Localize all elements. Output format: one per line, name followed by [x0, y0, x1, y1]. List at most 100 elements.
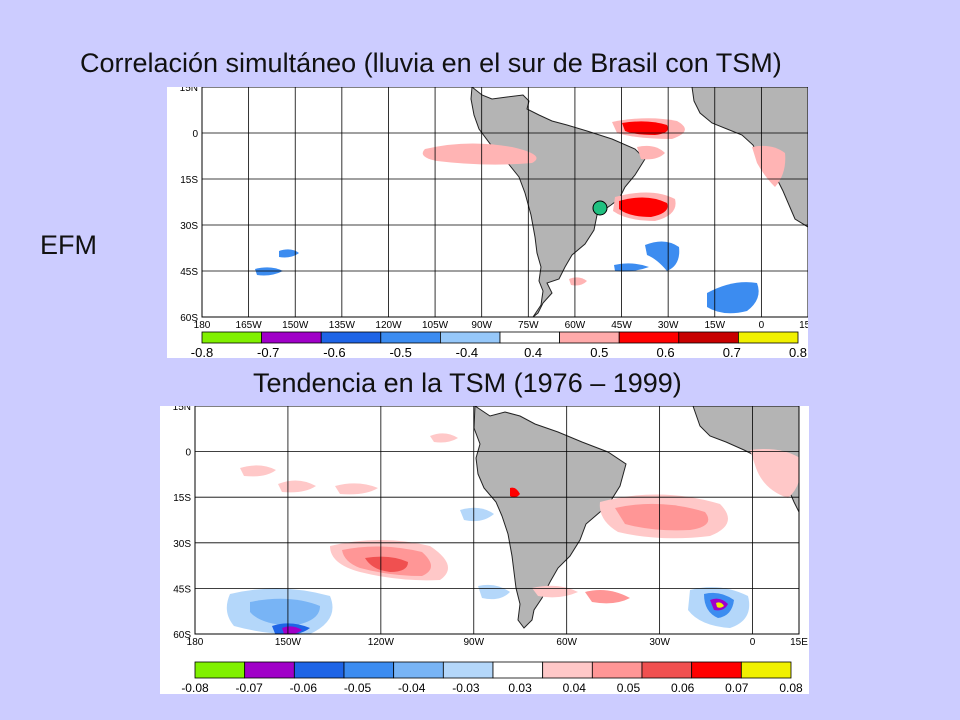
latitude-label: 15S [180, 175, 198, 186]
positive-correlation-patch [569, 277, 587, 286]
warming-trend-patch [335, 483, 378, 495]
colorbar-swatch [244, 661, 295, 679]
colorbar-swatch [591, 661, 643, 679]
warming-trend-patch [750, 449, 799, 498]
negative-correlation-patch [707, 282, 759, 314]
longitude-label: 120W [375, 320, 402, 331]
longitude-labels: 180 150W 120W 90W 60W 30W 0 15E [187, 637, 809, 648]
colorbar-tick-label: -0.6 [323, 345, 345, 358]
colorbar-swatch [542, 661, 593, 679]
longitude-label: 150W [282, 320, 309, 331]
negative-correlation-patch [279, 249, 299, 258]
longitude-label: 30W [649, 637, 670, 648]
colorbar-tick-label: -0.03 [452, 681, 480, 694]
latitude-label: 60S [180, 313, 198, 324]
longitude-label: 0 [759, 320, 765, 331]
longitude-label: 15W [704, 320, 725, 331]
warming-trend-patch [510, 487, 520, 498]
latitude-labels: 15N 0 15S 30S 45S 60S [173, 406, 192, 641]
colorbar-swatch [559, 331, 620, 344]
map-frame [201, 87, 808, 318]
colorbar-tick-label: -0.06 [290, 681, 318, 694]
cooling-trend-patch [478, 584, 510, 600]
colorbar-swatch [678, 331, 739, 344]
latitude-label: 45S [173, 584, 191, 595]
colorbar-tick-label: -0.04 [398, 681, 426, 694]
longitude-label: 165W [236, 320, 263, 331]
colorbar-tick-label: 0.4 [524, 345, 542, 358]
colorbar-swatch [293, 661, 345, 679]
colorbar-swatch [618, 331, 680, 344]
colorbar-tick-label: 0.03 [508, 681, 532, 694]
cooling-trend-patch [716, 602, 724, 608]
negative-correlation-patch [645, 241, 680, 271]
colorbar-swatch [320, 331, 382, 344]
colorbar-swatch [442, 661, 494, 679]
colorbar-tick-label: -0.07 [236, 681, 264, 694]
warming-trend-patch [532, 585, 578, 598]
colorbar-tick-label: 0.04 [563, 681, 587, 694]
warming-trend-patch [615, 503, 709, 531]
positive-correlation-patch [422, 143, 537, 165]
latitude-label: 15N [173, 406, 191, 413]
trend-colorbar [194, 661, 792, 679]
colorbar-swatch [740, 661, 792, 679]
colorbar-swatch [738, 331, 799, 344]
latitude-label: 30S [180, 221, 198, 232]
warming-trend-patch [278, 480, 316, 493]
longitude-label: 105W [422, 320, 449, 331]
longitude-label: 75W [518, 320, 539, 331]
longitude-label: 15E [790, 637, 808, 648]
positive-correlation-patch [752, 145, 786, 187]
colorbar-tick-label: 0.08 [779, 681, 803, 694]
colorbar-swatch [499, 331, 560, 344]
map-grid [195, 406, 799, 634]
colorbar-swatch [201, 331, 262, 344]
colorbar-swatch [492, 661, 544, 679]
longitude-label: 60W [556, 637, 577, 648]
colorbar-tick-label: -0.5 [389, 345, 411, 358]
south-america-landmass [470, 87, 646, 317]
latitude-label: 15N [180, 87, 198, 94]
map-grid [202, 87, 808, 317]
colorbar-swatch [691, 661, 742, 679]
correlation-map-panel: 15N 0 15S 30S 45S 60S 180 165W 150W 135W 120W 105W… [167, 87, 808, 358]
colorbar-swatch [194, 661, 246, 679]
colorbar-tick-label: 0.05 [617, 681, 641, 694]
negative-correlation-patch [614, 263, 649, 272]
latitude-label: 45S [180, 267, 198, 278]
latitude-label: 30S [173, 539, 191, 550]
colorbar-swatch [439, 331, 501, 344]
africa-landmass [691, 87, 808, 228]
longitude-label: 180 [194, 320, 211, 331]
map-frame [194, 406, 800, 635]
colorbar-tick-label: -0.7 [257, 345, 279, 358]
colorbar-swatch [343, 661, 395, 679]
trend-map-panel: 15N 0 15S 30S 45S 60S 180 150W 120W 90W 60W 30W 0 15… [160, 406, 809, 694]
longitude-label: 180 [187, 637, 204, 648]
longitude-label: 0 [750, 637, 756, 648]
strong-positive-correlation-patch [619, 197, 668, 217]
longitude-label: 45W [611, 320, 632, 331]
correlation-colorbar-ticks: -0.8 -0.7 -0.6 -0.5 -0.4 0.4 0.5 0.6 0.7 0.8 [191, 345, 807, 358]
longitude-label: 60W [565, 320, 586, 331]
longitude-label: 15E [799, 320, 808, 331]
warming-trend-patch [430, 433, 458, 443]
colorbar-tick-label: -0.08 [181, 681, 209, 694]
latitude-label: 15S [173, 493, 191, 504]
longitude-label: 90W [471, 320, 492, 331]
longitude-label: 135W [329, 320, 356, 331]
longitude-label: 30W [658, 320, 679, 331]
positive-correlation-patch [637, 145, 665, 160]
latitude-label: 60S [173, 630, 191, 641]
colorbar-swatch [261, 331, 322, 344]
colorbar-tick-label: 0.7 [723, 345, 741, 358]
longitude-label: 90W [463, 637, 484, 648]
correlation-colorbar [201, 331, 799, 344]
top-map-title: Correlación simultáneo (lluvia en el sur… [80, 48, 782, 78]
colorbar-tick-label: 0.06 [671, 681, 695, 694]
longitude-label: 150W [275, 637, 302, 648]
colorbar-tick-label: -0.4 [456, 345, 478, 358]
season-label: EFM [40, 230, 97, 260]
negative-correlation-patch [255, 267, 283, 276]
